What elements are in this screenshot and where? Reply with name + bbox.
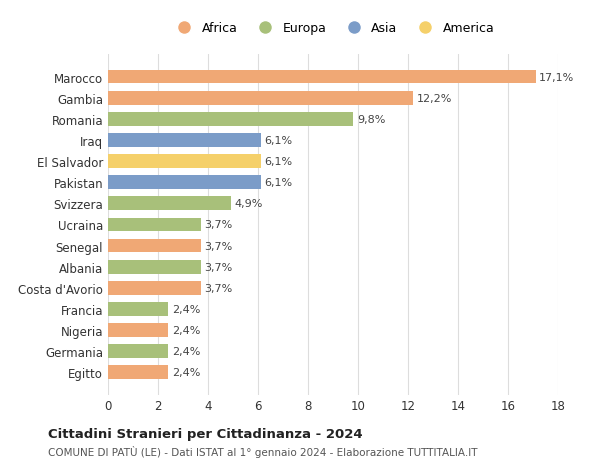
Text: 4,9%: 4,9%	[234, 199, 263, 209]
Text: 2,4%: 2,4%	[172, 304, 200, 314]
Bar	[108, 239, 200, 253]
Bar	[108, 366, 168, 379]
Text: 6,1%: 6,1%	[264, 178, 292, 188]
Legend: Africa, Europa, Asia, America: Africa, Europa, Asia, America	[167, 17, 499, 40]
Bar	[108, 260, 200, 274]
Bar	[108, 71, 536, 84]
Text: 6,1%: 6,1%	[264, 135, 292, 146]
Text: 17,1%: 17,1%	[539, 73, 575, 82]
Text: 2,4%: 2,4%	[172, 347, 200, 356]
Text: COMUNE DI PATÙ (LE) - Dati ISTAT al 1° gennaio 2024 - Elaborazione TUTTITALIA.IT: COMUNE DI PATÙ (LE) - Dati ISTAT al 1° g…	[48, 445, 478, 457]
Text: Cittadini Stranieri per Cittadinanza - 2024: Cittadini Stranieri per Cittadinanza - 2…	[48, 427, 362, 440]
Text: 12,2%: 12,2%	[417, 94, 452, 103]
Text: 3,7%: 3,7%	[204, 283, 233, 293]
Bar	[108, 218, 200, 232]
Text: 3,7%: 3,7%	[204, 220, 233, 230]
Bar	[108, 324, 168, 337]
Text: 3,7%: 3,7%	[204, 262, 233, 272]
Bar	[108, 197, 230, 211]
Bar	[108, 302, 168, 316]
Bar	[108, 112, 353, 126]
Text: 3,7%: 3,7%	[204, 241, 233, 251]
Bar	[108, 92, 413, 105]
Bar	[108, 134, 260, 147]
Text: 6,1%: 6,1%	[264, 157, 292, 167]
Text: 2,4%: 2,4%	[172, 325, 200, 335]
Bar	[108, 176, 260, 190]
Bar	[108, 281, 200, 295]
Text: 2,4%: 2,4%	[172, 368, 200, 377]
Bar	[108, 155, 260, 168]
Text: 9,8%: 9,8%	[357, 115, 385, 124]
Bar	[108, 345, 168, 358]
